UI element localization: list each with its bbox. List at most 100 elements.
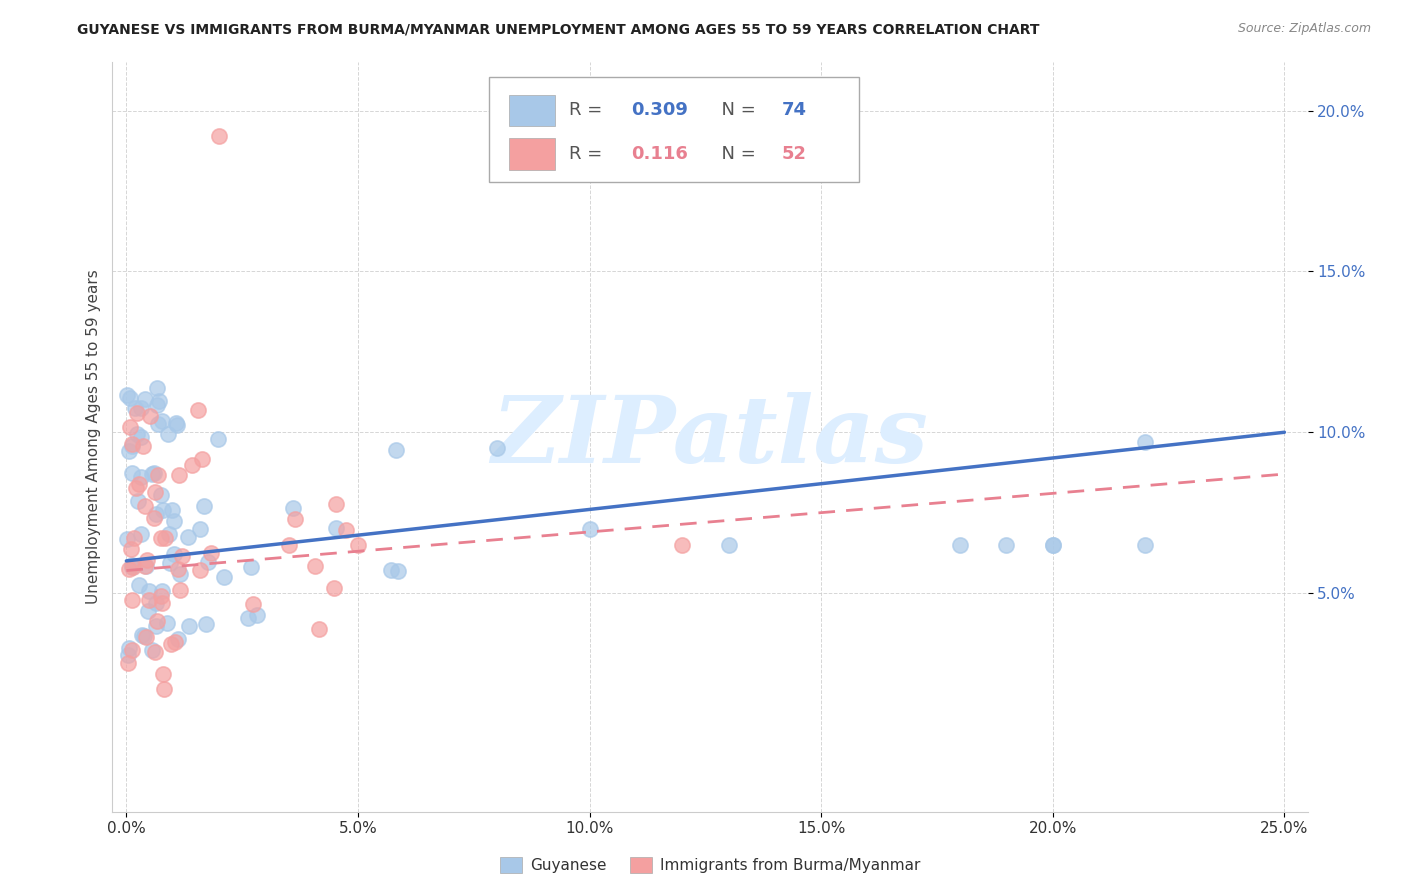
Point bbox=[181, 458, 204, 473]
Point bbox=[207, 432, 229, 446]
Text: ZIPatlas: ZIPatlas bbox=[492, 392, 928, 482]
Point bbox=[177, 530, 200, 544]
Point bbox=[146, 615, 169, 629]
Point bbox=[281, 500, 304, 515]
Point bbox=[146, 381, 169, 395]
Point bbox=[127, 494, 149, 508]
Point bbox=[949, 538, 972, 552]
Point bbox=[150, 414, 173, 428]
Point bbox=[141, 643, 163, 657]
Point bbox=[148, 393, 170, 408]
Point bbox=[142, 511, 165, 525]
Point bbox=[135, 553, 157, 567]
Text: N =: N = bbox=[710, 145, 762, 163]
Point bbox=[121, 466, 143, 480]
Point bbox=[150, 589, 173, 603]
Point bbox=[118, 641, 141, 656]
Bar bbox=[509, 95, 555, 126]
Point bbox=[118, 444, 141, 458]
Point bbox=[167, 467, 190, 482]
Point bbox=[131, 628, 153, 642]
Point bbox=[284, 512, 307, 526]
Point bbox=[380, 563, 402, 577]
FancyBboxPatch shape bbox=[489, 78, 859, 182]
Point bbox=[134, 392, 156, 406]
Text: R =: R = bbox=[569, 102, 607, 120]
Point bbox=[239, 560, 262, 574]
Point bbox=[129, 526, 152, 541]
Point bbox=[128, 477, 150, 491]
Point bbox=[200, 546, 222, 560]
Point bbox=[163, 634, 186, 648]
Point bbox=[166, 417, 188, 432]
Point bbox=[187, 403, 209, 417]
Text: R =: R = bbox=[569, 145, 614, 163]
Point bbox=[121, 593, 143, 607]
Point bbox=[1042, 538, 1064, 552]
Point bbox=[717, 538, 740, 552]
Point bbox=[132, 439, 155, 453]
Point bbox=[159, 556, 181, 570]
Point bbox=[129, 430, 152, 444]
Bar bbox=[509, 138, 555, 170]
Point bbox=[160, 637, 183, 651]
Point bbox=[138, 593, 160, 607]
Point bbox=[117, 387, 139, 401]
Point bbox=[145, 596, 167, 610]
Point bbox=[134, 499, 156, 513]
Point bbox=[322, 582, 344, 596]
Point bbox=[242, 597, 264, 611]
Text: 0.309: 0.309 bbox=[631, 102, 688, 120]
Point bbox=[121, 643, 143, 657]
Point bbox=[125, 406, 148, 420]
Point bbox=[129, 470, 152, 484]
Text: N =: N = bbox=[710, 102, 762, 120]
Point bbox=[145, 508, 167, 522]
Text: 0.116: 0.116 bbox=[631, 145, 688, 163]
Point bbox=[129, 401, 152, 415]
Point bbox=[146, 417, 169, 431]
Point bbox=[169, 583, 191, 598]
Point bbox=[194, 616, 217, 631]
Point bbox=[188, 563, 211, 577]
Point bbox=[165, 417, 187, 431]
Point bbox=[142, 466, 165, 480]
Point bbox=[117, 656, 139, 670]
Point bbox=[134, 559, 156, 574]
Point bbox=[169, 566, 191, 581]
Point bbox=[152, 667, 174, 681]
Point bbox=[150, 531, 173, 545]
Point bbox=[671, 538, 693, 552]
Point bbox=[208, 129, 231, 144]
Point bbox=[115, 532, 138, 546]
Point bbox=[118, 391, 141, 405]
Point bbox=[145, 619, 167, 633]
Point bbox=[156, 615, 179, 630]
Point bbox=[143, 484, 166, 499]
Point bbox=[118, 562, 141, 576]
Point bbox=[160, 502, 183, 516]
Point bbox=[167, 562, 190, 576]
Point bbox=[152, 503, 174, 517]
Point bbox=[387, 565, 409, 579]
Legend: Guyanese, Immigrants from Burma/Myanmar: Guyanese, Immigrants from Burma/Myanmar bbox=[494, 851, 927, 879]
Point bbox=[304, 558, 326, 573]
Point bbox=[128, 578, 150, 592]
Point bbox=[135, 630, 157, 644]
Point bbox=[122, 532, 145, 546]
Point bbox=[124, 401, 146, 416]
Point bbox=[150, 596, 173, 610]
Point bbox=[146, 398, 169, 412]
Point bbox=[193, 499, 215, 513]
Point bbox=[246, 608, 269, 623]
Point bbox=[120, 541, 142, 556]
Text: 74: 74 bbox=[782, 102, 807, 120]
Point bbox=[212, 569, 235, 583]
Point bbox=[277, 538, 299, 552]
Point bbox=[143, 644, 166, 658]
Point bbox=[177, 618, 200, 632]
Text: GUYANESE VS IMMIGRANTS FROM BURMA/MYANMAR UNEMPLOYMENT AMONG AGES 55 TO 59 YEARS: GUYANESE VS IMMIGRANTS FROM BURMA/MYANMA… bbox=[77, 22, 1040, 37]
Point bbox=[335, 523, 357, 537]
Point bbox=[197, 555, 219, 569]
Point bbox=[1042, 538, 1064, 552]
